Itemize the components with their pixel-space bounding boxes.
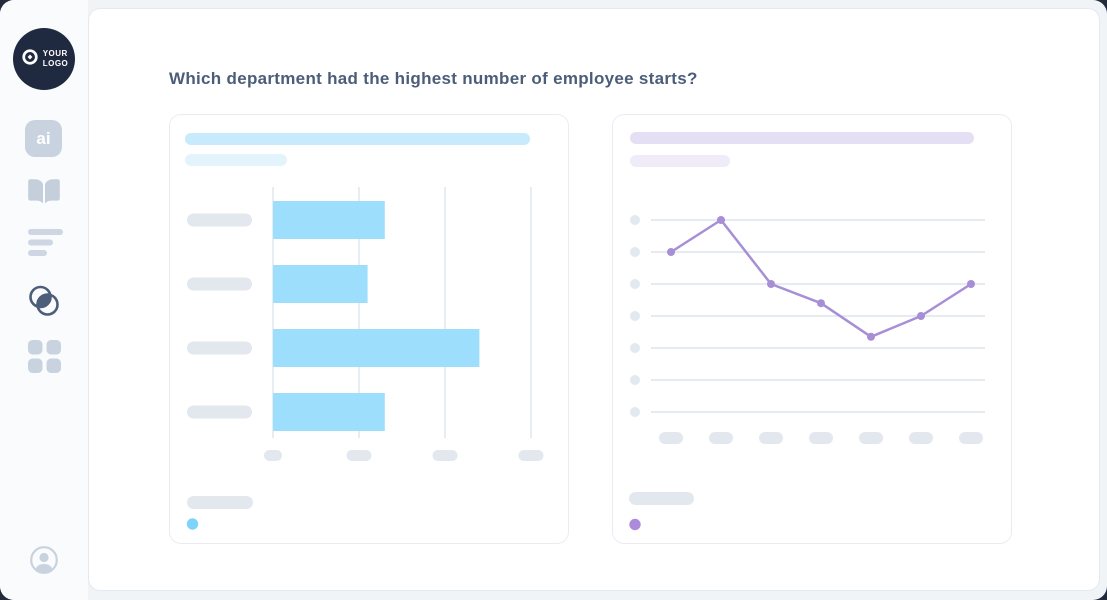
sidebar-user-button[interactable] <box>29 545 59 580</box>
ai-badge-icon: ai <box>25 120 62 157</box>
sidebar: YOUR LOGO ai <box>0 0 88 600</box>
legend-label-placeholder <box>187 496 253 509</box>
y-label-placeholder <box>187 405 252 419</box>
line-chart-card[interactable] <box>612 114 1012 544</box>
bar-chart <box>186 187 544 530</box>
x-tick-placeholder <box>809 432 833 444</box>
bar <box>273 329 480 367</box>
logo-target-icon <box>20 47 40 72</box>
x-tick-placeholder <box>659 432 683 444</box>
data-point <box>867 332 875 341</box>
y-label-placeholder <box>630 247 640 257</box>
data-point <box>667 248 675 256</box>
data-point <box>767 280 775 288</box>
logo[interactable]: YOUR LOGO <box>13 28 75 90</box>
y-label-placeholder <box>187 277 252 291</box>
card-subtitle-placeholder <box>630 155 730 167</box>
sidebar-item-venn[interactable] <box>27 284 61 323</box>
bar <box>273 265 368 303</box>
logo-text: YOUR LOGO <box>42 49 69 68</box>
sidebar-item-grid[interactable] <box>28 340 61 378</box>
grid-icon <box>28 340 61 377</box>
y-label-placeholder <box>187 213 252 227</box>
card-title-placeholder <box>185 133 530 145</box>
line-series <box>669 218 973 339</box>
card-title-placeholder <box>630 132 974 144</box>
x-tick-placeholder <box>518 450 544 461</box>
x-tick-placeholder <box>759 432 783 444</box>
x-tick-placeholder <box>346 450 372 461</box>
data-point <box>917 312 925 320</box>
y-label-placeholder <box>630 407 640 417</box>
card-subtitle-placeholder <box>185 154 287 166</box>
bar-chart-card[interactable] <box>169 114 569 544</box>
x-tick-placeholder <box>264 450 282 461</box>
main-panel: Which department had the highest number … <box>88 8 1100 591</box>
sidebar-item-ai[interactable]: ai <box>25 120 62 157</box>
legend-marker <box>186 518 199 530</box>
y-label-placeholder <box>630 215 640 225</box>
line-chart <box>629 215 985 531</box>
open-book-icon <box>26 179 62 211</box>
data-point <box>967 280 975 288</box>
x-tick-placeholder <box>959 432 983 444</box>
bar <box>273 201 385 239</box>
y-label-placeholder <box>187 341 252 355</box>
user-avatar-icon <box>29 546 59 579</box>
text-lines-icon <box>28 229 64 260</box>
data-point <box>817 299 825 308</box>
y-label-placeholder <box>630 279 640 289</box>
x-tick-placeholder <box>432 450 458 461</box>
data-point <box>717 216 725 224</box>
y-label-placeholder <box>630 375 640 385</box>
sidebar-item-book[interactable] <box>26 177 62 212</box>
venn-diagram-icon <box>27 285 61 322</box>
legend-marker <box>629 518 641 531</box>
sidebar-item-lines[interactable] <box>28 229 64 261</box>
bar <box>273 393 385 431</box>
y-label-placeholder <box>630 311 640 321</box>
x-tick-placeholder <box>909 432 933 444</box>
legend-label-placeholder <box>629 492 694 505</box>
page-title: Which department had the highest number … <box>169 69 698 88</box>
x-tick-placeholder <box>709 432 733 444</box>
x-tick-placeholder <box>859 432 883 444</box>
y-label-placeholder <box>630 343 640 353</box>
